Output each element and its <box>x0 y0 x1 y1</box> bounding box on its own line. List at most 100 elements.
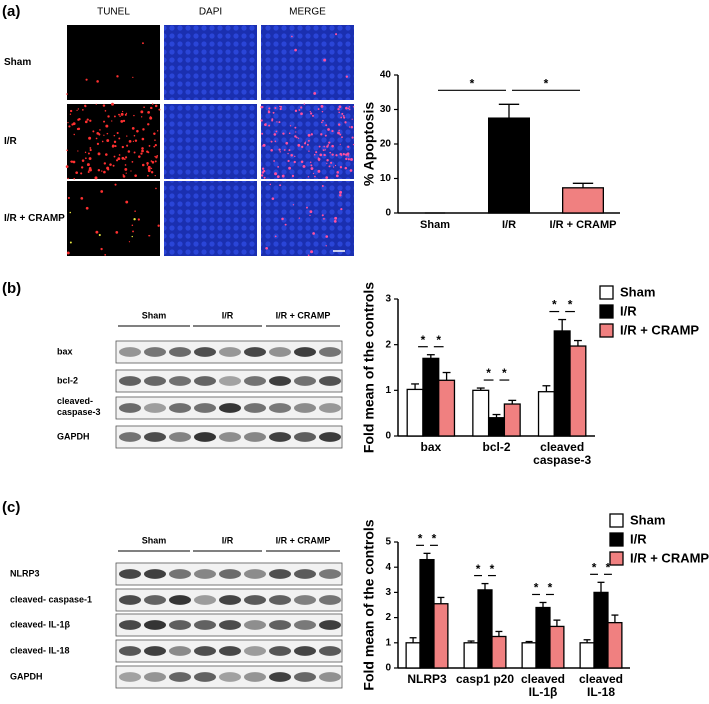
blot-band <box>294 595 316 605</box>
significance-star: * <box>544 76 549 90</box>
blot-band <box>144 620 166 630</box>
stain-dot <box>280 105 283 108</box>
stain-dot <box>336 171 340 174</box>
blot-band <box>169 595 191 605</box>
stain-dot <box>142 128 145 131</box>
stain-dot <box>347 158 350 161</box>
micrograph <box>164 25 257 100</box>
stain-dot <box>150 160 153 162</box>
stain-dot <box>105 124 109 128</box>
stain-dot <box>302 164 306 168</box>
blot-band <box>219 569 241 579</box>
legend-label: Sham <box>620 284 655 299</box>
stain-dot <box>271 119 274 122</box>
stain-dot <box>147 174 149 177</box>
stain-dot <box>96 142 100 146</box>
blot-band <box>219 646 241 656</box>
stain-dot <box>310 133 313 136</box>
stain-dot <box>103 162 107 165</box>
stain-dot <box>89 168 92 172</box>
micrograph-bg <box>164 25 257 100</box>
stain-dot <box>337 131 341 135</box>
y-tick-label: 20 <box>380 139 392 150</box>
stain-dot <box>291 174 295 178</box>
stain-dot <box>324 149 326 151</box>
stain-dot <box>269 183 272 186</box>
stain-dot <box>294 126 297 129</box>
stain-dot <box>334 216 338 220</box>
legend-swatch <box>609 551 624 566</box>
stain-dot <box>157 130 159 132</box>
stain-dot <box>279 151 281 153</box>
stain-dot <box>94 176 98 180</box>
stain-dot <box>126 144 129 147</box>
stain-dot <box>342 152 345 156</box>
stain-dot <box>113 155 116 158</box>
stain-dot <box>282 132 285 135</box>
stain-dot <box>310 167 314 170</box>
stain-dot <box>300 160 304 164</box>
stain-dot <box>107 115 110 118</box>
significance-star: * <box>418 532 423 546</box>
stain-dot <box>272 111 275 114</box>
stain-dot <box>80 196 84 200</box>
stain-dot <box>116 131 119 135</box>
micrograph <box>66 181 160 256</box>
stain-dot <box>80 172 83 175</box>
blot-band <box>169 432 191 442</box>
stain-dot <box>143 106 145 109</box>
legend-label: I/R <box>630 531 647 546</box>
stain-dot <box>131 161 134 163</box>
stain-dot <box>118 154 121 156</box>
micrograph <box>261 25 354 100</box>
stain-dot <box>294 48 297 52</box>
micrograph-bg <box>164 181 257 256</box>
legend-swatch <box>609 532 624 547</box>
blot-band <box>194 672 216 682</box>
blot-band <box>269 432 291 442</box>
stain-dot <box>287 152 289 155</box>
stain-dot <box>67 177 69 180</box>
bar <box>406 388 424 437</box>
significance-star: * <box>592 560 597 574</box>
error-bar <box>437 596 445 604</box>
stain-dot <box>294 135 297 138</box>
stain-dot <box>347 155 349 157</box>
stain-dot <box>150 171 154 174</box>
stain-dot <box>339 152 342 156</box>
stain-dot <box>84 120 88 124</box>
stain-dot <box>326 145 329 148</box>
stain-dot <box>275 130 278 133</box>
stain-dot <box>270 148 273 152</box>
bar <box>537 391 555 437</box>
stain-dot <box>317 169 321 173</box>
blot-band <box>244 620 266 630</box>
stain-dot <box>82 109 84 111</box>
stain-dot <box>287 159 290 163</box>
error-bar <box>467 640 475 643</box>
stain-dot <box>97 152 101 156</box>
stain-dot <box>317 157 320 159</box>
y-axis-label: Fold mean of the controls <box>361 519 377 690</box>
stain-dot <box>309 110 311 113</box>
stain-dot <box>331 129 334 133</box>
stain-dot <box>273 160 276 162</box>
stain-dot <box>151 161 155 164</box>
row-label: Sham <box>4 57 31 68</box>
stain-dot <box>338 105 342 109</box>
stain-dot <box>133 151 136 154</box>
blot-band <box>169 347 191 357</box>
stain-dot <box>319 153 323 157</box>
x-tick-label: I/R + CRAMP <box>550 219 617 231</box>
stain-dot <box>328 165 331 168</box>
stain-dot <box>338 123 341 126</box>
stain-dot <box>307 139 310 142</box>
stain-dot <box>127 150 131 153</box>
stain-dot <box>277 165 280 168</box>
blot-band <box>119 347 141 357</box>
blot-band <box>244 376 266 386</box>
blot-band <box>269 347 291 357</box>
stain-dot <box>310 164 313 167</box>
blot-band <box>319 403 341 413</box>
